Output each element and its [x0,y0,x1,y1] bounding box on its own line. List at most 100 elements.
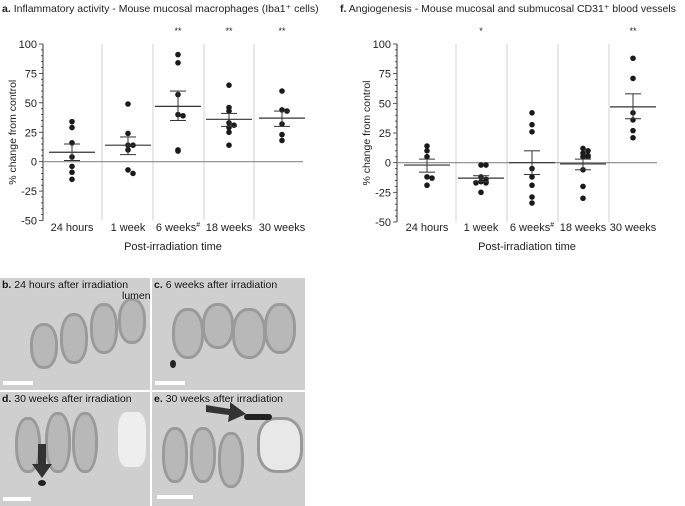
data-point [424,143,430,149]
x-axis-label: Post-irradiation time [478,241,576,253]
x-tick-label: 1 week [464,222,499,234]
y-tick-label: -25 [21,186,37,198]
y-tick-label: 0 [31,157,37,169]
scale-bar [157,495,193,499]
data-point [585,148,591,154]
data-point [125,167,131,173]
micrograph-label: b. 24 hours after irradiation [2,279,129,291]
data-point [226,142,232,148]
data-point [529,194,535,200]
y-tick-label: -50 [375,217,391,229]
data-point [580,145,586,152]
data-point [231,122,237,128]
data-point [226,82,232,88]
micrograph-label: c. 6 weeks after irradiation [154,279,278,291]
data-point [69,163,75,170]
data-point [478,189,484,196]
micrograph-d: d. 30 weeks after irradiation [0,392,150,506]
data-point [630,134,636,141]
y-tick-label: 50 [25,98,37,110]
data-point [180,112,186,119]
data-point [125,101,131,107]
data-point [69,118,75,125]
panel-title-text: Angiogenesis - Mouse mucosal and submuco… [348,3,676,15]
data-point [630,75,636,82]
x-tick-label: 6 weeks# [156,222,200,234]
y-axis-label: % change from control [361,80,373,185]
panel-title-text: Inflammatory activity - Mouse mucosal ma… [13,3,319,15]
x-axis-label: Post-irradiation time [124,241,222,253]
data-point [125,130,131,137]
x-tick-label: 18 weeks [560,222,607,234]
scale-bar [3,497,31,501]
significance-marker: ** [278,26,286,36]
micrograph-c: c. 6 weeks after irradiation [152,278,305,390]
y-tick-label: 0 [385,158,391,170]
micrograph-label: d. 30 weeks after irradiation [2,393,132,405]
data-point [226,129,232,136]
data-point [69,124,75,131]
data-point [630,127,636,134]
data-point [630,55,636,62]
data-point [175,148,181,154]
data-point [483,162,489,168]
panel-a-title: a. Inflammatory activity - Mouse mucosal… [2,3,319,15]
x-tick-label: 6 weeks# [510,222,554,234]
data-point [529,121,535,128]
data-point [478,162,484,168]
data-point [424,148,430,154]
panel-f-title: f. Angiogenesis - Mouse mucosal and subm… [340,3,676,15]
data-point [279,88,285,94]
y-tick-label: 100 [373,39,391,51]
significance-marker: ** [174,26,182,36]
data-point [580,183,586,190]
data-point [529,200,535,206]
significance-marker: * [479,26,483,36]
data-point [580,153,586,160]
data-point [175,51,181,58]
significance-marker: ** [225,26,233,36]
data-point [529,174,535,180]
data-point [580,195,586,202]
micrograph-e: e. 30 weeks after irradiation [152,392,305,506]
data-point [529,129,535,135]
x-tick-label: 24 hours [51,222,94,234]
data-point [424,182,430,189]
micrograph-b: b. 24 hours after irradiation lumen [0,278,150,390]
data-point [529,182,535,189]
scale-bar [3,381,33,385]
data-point [130,170,136,177]
data-point [483,180,489,186]
data-point [175,60,181,66]
y-tick-label: 75 [379,69,391,81]
data-point [424,153,430,160]
x-tick-label: 24 hours [406,222,449,234]
y-axis-label: % change from control [7,80,19,185]
y-tick-label: -25 [375,187,391,199]
data-point [473,180,479,186]
significance-marker: ** [629,26,637,36]
arrow-icon [32,444,52,478]
panel-letter: f. [340,3,347,15]
x-tick-label: 18 weeks [206,222,253,234]
y-tick-label: 25 [379,128,391,140]
charts-svg: 100 75 50 25 0 -25 -50 % change from control Pos… [7,26,657,253]
y-tick-label: 75 [25,68,37,80]
x-tick-label: 30 weeks [259,222,306,234]
data-point [69,169,75,176]
data-point [69,176,75,183]
x-tick-label: 30 weeks [610,222,657,234]
data-point [226,108,232,114]
y-tick-label: 100 [19,39,37,51]
x-tick-label: 1 week [111,222,146,234]
micrograph-label: e. 30 weeks after irradiation [154,393,283,405]
data-point [279,137,285,144]
scale-bar [155,381,185,385]
data-point [529,110,535,116]
arrow-icon [206,402,246,422]
data-point [585,153,591,160]
lumen-label: lumen [122,290,150,302]
data-point [424,174,430,180]
y-tick-label: -50 [21,216,37,228]
data-point [279,131,285,138]
